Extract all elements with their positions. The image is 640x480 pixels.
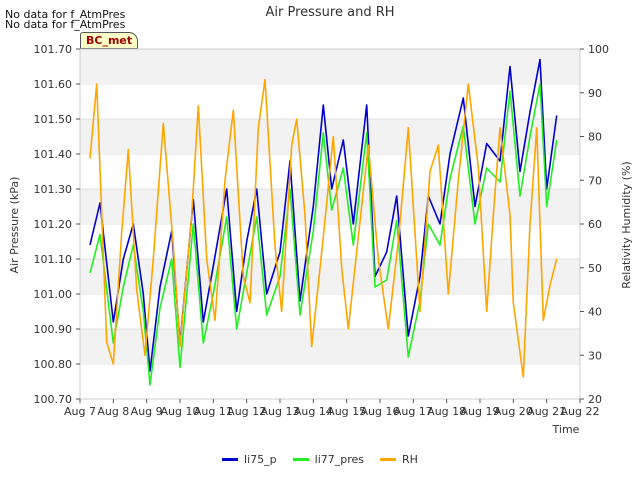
x-tick-label-6: Aug 13	[261, 405, 300, 418]
background-bands	[80, 48, 580, 365]
no-data-note-1: No data for f_AtmPres	[5, 8, 126, 21]
series-lines	[89, 58, 558, 386]
x-tick-label-8: Aug 15	[327, 405, 366, 418]
y-axis-label: Air Pressure (kPa)	[8, 177, 21, 274]
y2-tick-label-4: 60	[588, 218, 602, 231]
no-data-note-2: No data for f_AtmPres	[5, 18, 126, 31]
x-tick-label-10: Aug 17	[394, 405, 433, 418]
y2-tick-label-7: 90	[588, 87, 602, 100]
band-9	[80, 49, 580, 84]
chart-title: Air Pressure and RH	[265, 5, 394, 20]
y-tick-label-5: 101.20	[34, 218, 73, 231]
legend: li75_p li77_pres RH	[0, 453, 640, 466]
x-tick-label-4: Aug 11	[194, 405, 233, 418]
x-tick-label-13: Aug 20	[494, 405, 533, 418]
legend-item-rh: RH	[380, 453, 418, 466]
y2-tick-label-5: 70	[588, 174, 602, 187]
y-tick-label-2: 100.90	[34, 323, 73, 336]
y2-tick-label-1: 30	[588, 349, 602, 362]
x-tick-label-1: Aug 8	[97, 405, 129, 418]
series-line-li75-p	[89, 58, 558, 372]
y-tick-label-1: 100.80	[34, 358, 73, 371]
y-tick-label-9: 101.60	[34, 78, 73, 91]
legend-swatch-li77-pres	[292, 458, 309, 461]
band-1	[80, 329, 580, 364]
x-tick-label-14: Aug 21	[527, 405, 566, 418]
x-tick-label-3: Aug 10	[161, 405, 200, 418]
x-tick-label-0: Aug 7	[64, 405, 96, 418]
legend-label-li77-pres: li77_pres	[314, 453, 365, 466]
y-tick-label-0: 100.70	[34, 393, 73, 406]
legend-item-li75-p: li75_p	[222, 453, 277, 466]
legend-label-rh: RH	[402, 453, 418, 466]
y2-tick-label-3: 50	[588, 262, 602, 275]
y-tick-label-7: 101.40	[34, 148, 73, 161]
series-line-rh	[89, 78, 558, 378]
legend-label-li75-p: li75_p	[244, 453, 277, 466]
site-badge: BC_met	[80, 32, 139, 49]
x-tick-label-15: Aug 22	[561, 405, 600, 418]
y2-tick-label-2: 40	[588, 306, 602, 319]
y2-tick-label-8: 100	[588, 43, 609, 56]
y-tick-label-6: 101.30	[34, 183, 73, 196]
y-tick-label-4: 101.10	[34, 253, 73, 266]
band-3	[80, 259, 580, 294]
x-tick-label-5: Aug 12	[227, 405, 266, 418]
y-tick-label-8: 101.50	[34, 113, 73, 126]
x-tick-label-9: Aug 16	[361, 405, 400, 418]
series-line-li77-pres	[89, 83, 558, 386]
y-tick-label-10: 101.70	[34, 43, 73, 56]
x-tick-label-11: Aug 18	[427, 405, 466, 418]
x-tick-label-2: Aug 9	[131, 405, 163, 418]
legend-swatch-rh	[380, 458, 397, 461]
legend-item-li77-pres: li77_pres	[292, 453, 365, 466]
x-axis-label: Time	[552, 423, 580, 436]
y-tick-label-3: 101.00	[34, 288, 73, 301]
x-tick-label-7: Aug 14	[294, 405, 333, 418]
x-tick-label-12: Aug 19	[461, 405, 500, 418]
y2-tick-label-6: 80	[588, 131, 602, 144]
y2-tick-label-0: 20	[588, 393, 602, 406]
y2-axis-label: Relativity Humidity (%)	[620, 161, 633, 288]
legend-swatch-li75-p	[222, 458, 239, 461]
